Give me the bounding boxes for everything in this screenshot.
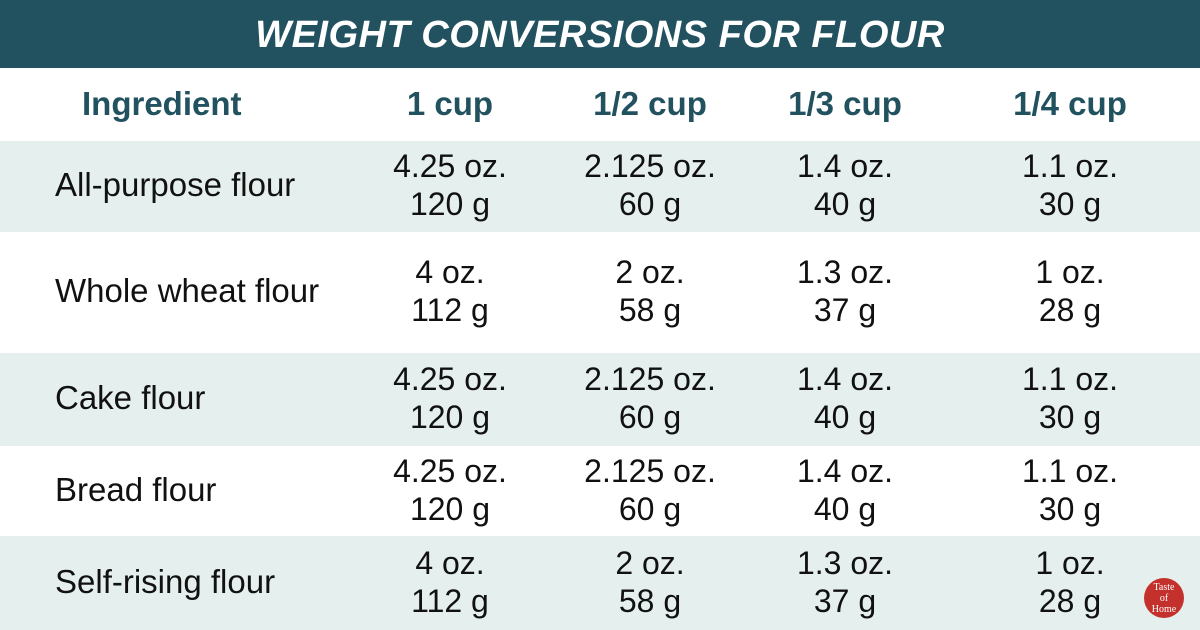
row-background [0, 446, 1200, 533]
cell: 1.3 oz. 37 g [745, 253, 945, 329]
logo-text: of [1159, 592, 1169, 604]
grams: 120 g [409, 186, 491, 222]
grams: 112 g [411, 582, 489, 619]
ounces: 2 oz. [615, 544, 685, 581]
grams: 120 g [409, 399, 491, 435]
cell: 2 oz. 58 g [550, 253, 750, 329]
ounces: 2.125 oz. [584, 361, 716, 397]
cell: 1.1 oz. 30 g [970, 147, 1170, 223]
title-bar [0, 0, 1200, 68]
cell: 1 oz. 28 g [970, 544, 1170, 620]
ounces: 4.25 oz. [393, 148, 507, 184]
header-cell: Ingredient [82, 85, 242, 122]
grams: 28 g [1038, 292, 1102, 328]
grams: 37 g [813, 582, 877, 619]
grams: 58 g [618, 582, 682, 619]
ingredient-name: Bread flour [55, 470, 217, 508]
ingredient-name: Cake flour [55, 379, 206, 416]
logo: Taste of Home [1144, 578, 1184, 618]
cell: 1 oz. 28 g [970, 253, 1170, 329]
ounces: 1.3 oz. [796, 254, 894, 290]
header-cell: 1/3 cup [788, 85, 902, 122]
ounces: 1.4 oz. [796, 361, 894, 397]
ounces: 1.4 oz. [796, 148, 894, 184]
grams: 30 g [1038, 186, 1102, 222]
grams: 30 g [1038, 490, 1102, 527]
grams: 40 g [813, 490, 877, 527]
cell: 2.125 oz. 60 g [550, 452, 750, 528]
row-background [0, 350, 1200, 446]
cell: 4 oz. 112 g [350, 544, 550, 620]
grams: 40 g [813, 186, 877, 222]
ounces: 1.1 oz. [1021, 452, 1119, 489]
ounces: 1.3 oz. [796, 544, 894, 581]
logo-text: Taste [1153, 581, 1175, 593]
grams: 30 g [1038, 399, 1102, 435]
ingredient-name: All-purpose flour [55, 166, 296, 203]
grams: 60 g [618, 399, 682, 435]
ounces: 4.25 oz. [393, 452, 507, 489]
cell: 4 oz. 112 g [350, 253, 550, 329]
cell: 1.1 oz. 30 g [970, 360, 1170, 436]
header-cell: 1/2 cup [593, 85, 707, 122]
ounces: 2.125 oz. [584, 452, 716, 489]
grams: 60 g [618, 186, 682, 222]
cell: 1.1 oz. 30 g [970, 452, 1170, 528]
ingredient-name: Whole wheat flour [55, 272, 320, 309]
header-cell: 1 cup [406, 85, 494, 122]
ounces: 1.1 oz. [1021, 148, 1119, 184]
ounces: 1.1 oz. [1021, 361, 1119, 397]
ounces: 1 oz. [1035, 254, 1105, 290]
grams: 60 g [618, 490, 682, 527]
grams: 112 g [411, 292, 489, 328]
header-cell: 1/4 cup [1013, 85, 1127, 122]
cell: 1.3 oz. 37 g [745, 544, 945, 620]
ounces: 2.125 oz. [584, 148, 716, 184]
cell: 4.25 oz. 120 g [350, 452, 550, 528]
row-background [0, 533, 1200, 630]
ounces: 4 oz. [415, 254, 485, 290]
row-background [0, 138, 1200, 232]
cell: 1.4 oz. 40 g [745, 147, 945, 223]
cell: 2.125 oz. 60 g [550, 147, 750, 223]
ounces: 1 oz. [1035, 544, 1105, 581]
ounces: 1.4 oz. [796, 452, 894, 489]
grams: 40 g [813, 399, 877, 435]
logo-text: Home [1151, 603, 1177, 615]
title: WEIGHT CONVERSIONS FOR FLOUR [255, 14, 945, 56]
cell: 4.25 oz. 120 g [350, 147, 550, 223]
ounces: 4.25 oz. [393, 361, 507, 397]
cell: 4.25 oz. 120 g [350, 360, 550, 436]
grams: 28 g [1038, 582, 1102, 619]
cell: 2 oz. 58 g [550, 544, 750, 620]
ounces: 2 oz. [615, 254, 685, 290]
cell: 1.4 oz. 40 g [745, 360, 945, 436]
grams: 37 g [813, 292, 877, 328]
row-background [0, 232, 1200, 350]
cell: 1.4 oz. 40 g [745, 452, 945, 528]
grams: 58 g [618, 292, 682, 328]
ingredient-name: Self-rising flour [55, 562, 276, 600]
cell: 2.125 oz. 60 g [550, 360, 750, 436]
ounces: 4 oz. [415, 544, 485, 581]
grams: 120 g [409, 490, 491, 527]
